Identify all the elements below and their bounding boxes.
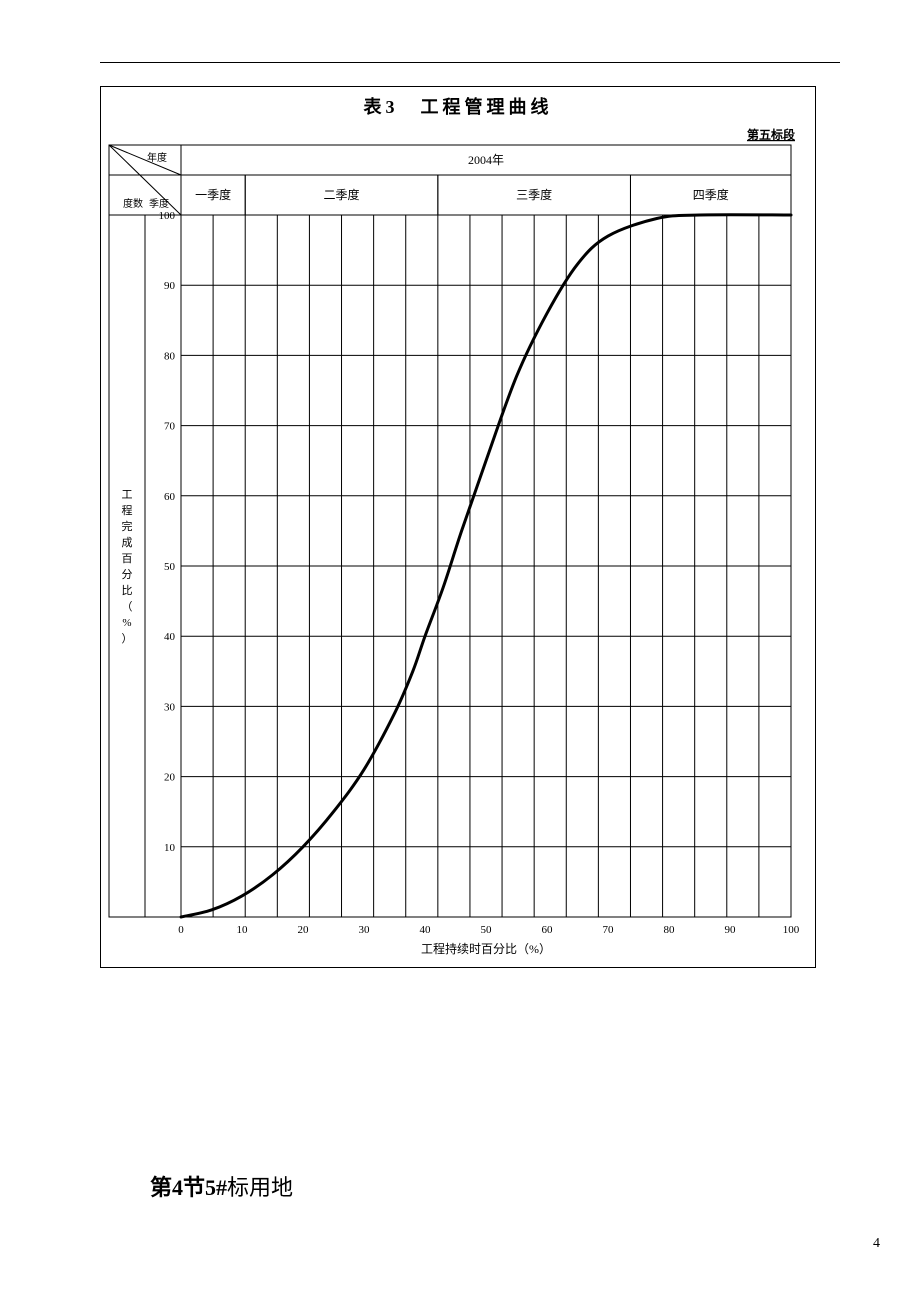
svg-text:完: 完 <box>122 519 133 533</box>
svg-text:100: 100 <box>159 210 176 222</box>
svg-text:60: 60 <box>164 491 176 503</box>
svg-text:0: 0 <box>178 924 184 936</box>
svg-text:100: 100 <box>783 924 800 936</box>
section-caption: 第4节5#标用地 <box>0 1170 920 1202</box>
svg-text:四季度: 四季度 <box>693 187 729 202</box>
svg-text:分: 分 <box>122 568 133 581</box>
svg-text:80: 80 <box>164 350 176 362</box>
svg-text:80: 80 <box>664 924 676 936</box>
svg-text:程: 程 <box>122 504 133 517</box>
svg-text:工程持续时百分比（%）: 工程持续时百分比（%） <box>421 941 551 956</box>
svg-text:（: （ <box>122 600 133 613</box>
svg-text:30: 30 <box>164 701 176 713</box>
svg-text:度数: 度数 <box>123 197 143 210</box>
svg-text:60: 60 <box>542 924 554 936</box>
figure-container: 表3 工程管理曲线第五标段年度度数季度 2004年一季度 二季度 三季度 四季度 10 20… <box>100 86 816 968</box>
svg-text:90: 90 <box>164 280 176 292</box>
svg-text:年度: 年度 <box>147 151 167 164</box>
svg-text:三季度: 三季度 <box>516 187 552 202</box>
svg-text:季度: 季度 <box>149 197 169 210</box>
svg-text:第五标段: 第五标段 <box>747 127 796 142</box>
svg-text:2004年: 2004年 <box>468 153 504 167</box>
svg-text:）: ） <box>122 632 133 645</box>
svg-text:10: 10 <box>164 842 176 854</box>
header-rule <box>100 62 840 63</box>
svg-text:二季度: 二季度 <box>324 187 360 202</box>
svg-text:50: 50 <box>481 924 493 936</box>
svg-text:%: % <box>122 617 131 629</box>
svg-text:70: 70 <box>603 924 615 936</box>
page-number: 4 <box>873 1236 880 1252</box>
caption-bold: 第4节5# <box>150 1175 227 1200</box>
svg-text:工: 工 <box>122 489 133 501</box>
svg-text:10: 10 <box>237 924 249 936</box>
caption-rest: 标用地 <box>227 1175 293 1200</box>
svg-text:比: 比 <box>122 584 133 597</box>
svg-text:50: 50 <box>164 561 176 573</box>
svg-text:表3 工程管理曲线: 表3 工程管理曲线 <box>364 96 553 117</box>
svg-text:70: 70 <box>164 421 176 433</box>
svg-text:20: 20 <box>164 772 176 784</box>
svg-text:30: 30 <box>359 924 371 936</box>
svg-text:40: 40 <box>420 924 432 936</box>
svg-text:百: 百 <box>122 553 133 565</box>
svg-text:20: 20 <box>298 924 310 936</box>
svg-text:40: 40 <box>164 631 176 643</box>
svg-text:一季度: 一季度 <box>195 187 231 202</box>
svg-text:90: 90 <box>725 924 737 936</box>
svg-text:成: 成 <box>122 536 133 549</box>
s-curve-chart: 表3 工程管理曲线第五标段年度度数季度 2004年一季度 二季度 三季度 四季度 10 20… <box>101 87 815 967</box>
document-page: 表3 工程管理曲线第五标段年度度数季度 2004年一季度 二季度 三季度 四季度 10 20… <box>0 0 920 1302</box>
